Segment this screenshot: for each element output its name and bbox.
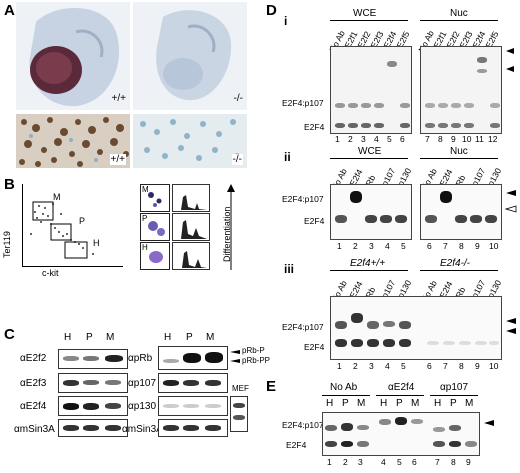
panel-label-c: C bbox=[4, 326, 15, 343]
side-label-m: M bbox=[142, 185, 149, 194]
band-label: E2F4:p107 bbox=[282, 420, 324, 430]
side-label-p: P bbox=[142, 214, 148, 223]
histogram-m bbox=[172, 184, 210, 212]
blot-label: αE2f4 bbox=[20, 401, 47, 412]
cytospin-m: M bbox=[140, 184, 170, 212]
subpanel-label-iii: iii bbox=[284, 262, 295, 276]
group-label: WCE bbox=[358, 146, 382, 157]
x-axis-label: c-kit bbox=[42, 268, 59, 278]
histogram-p bbox=[172, 213, 210, 241]
genotype-label: -/- bbox=[231, 154, 243, 165]
side-label-h: H bbox=[142, 243, 148, 252]
group-label: Nuc bbox=[450, 146, 468, 157]
group-label: E2f4-/- bbox=[440, 258, 471, 269]
blot-p107 bbox=[158, 373, 228, 393]
blot-msin3a-right bbox=[158, 419, 228, 437]
band-label: E2F4:p107 bbox=[282, 322, 324, 332]
lane-m: M bbox=[206, 332, 215, 343]
emsa-gel-ii-nuc bbox=[420, 184, 502, 240]
blot-p130 bbox=[158, 396, 228, 416]
lane-m: M bbox=[106, 332, 115, 343]
gate-label-p: P bbox=[79, 216, 86, 226]
differentiation-label: Differentiation bbox=[222, 206, 232, 262]
emsa-gel-i-nuc bbox=[420, 46, 502, 134]
group-label: αE2f4 bbox=[388, 382, 415, 393]
gate-label-h: H bbox=[93, 238, 100, 248]
panel-label-e: E bbox=[266, 378, 277, 395]
group-label: No Ab bbox=[330, 382, 358, 393]
cytospin-p: P bbox=[140, 213, 170, 241]
differentiation-arrow bbox=[224, 184, 238, 270]
blot-label: αp130 bbox=[128, 401, 157, 412]
flow-cytometry-plot: M P H bbox=[22, 184, 123, 267]
panel-label-a: A bbox=[4, 2, 15, 19]
blot-e2f4 bbox=[58, 396, 128, 416]
blot-label: αE2f2 bbox=[20, 353, 47, 364]
genotype-label: +/+ bbox=[109, 154, 126, 165]
blot-e2f2 bbox=[58, 349, 128, 369]
group-label: WCE bbox=[353, 8, 377, 19]
lane-h: H bbox=[164, 332, 172, 343]
band-label: E2F4:p107 bbox=[282, 98, 324, 108]
blot-label: αmSin3A bbox=[122, 424, 163, 435]
prb-pp-label: pRb-PP bbox=[242, 356, 271, 365]
blot-label: αE2f3 bbox=[20, 378, 47, 389]
band-label: E2F4:p107 bbox=[282, 194, 324, 204]
group-label: E2f4+/+ bbox=[350, 258, 386, 269]
gate-label-m: M bbox=[53, 192, 61, 202]
blot-prb bbox=[158, 346, 228, 370]
liver-section-knockout: -/- bbox=[133, 114, 247, 168]
blot-label: αp107 bbox=[128, 378, 157, 389]
subpanel-label-ii: ii bbox=[284, 150, 291, 164]
emsa-gel-i-wce bbox=[330, 46, 412, 134]
embryo-image-wildtype: +/+ bbox=[16, 2, 130, 110]
blot-msin3a-left bbox=[58, 419, 128, 437]
band-label: E2F4 bbox=[304, 216, 325, 226]
blot-label: αmSin3A bbox=[14, 424, 55, 435]
liver-section-wildtype: +/+ bbox=[16, 114, 130, 168]
band-label: E2F4 bbox=[304, 342, 325, 352]
genotype-label: +/+ bbox=[111, 93, 126, 104]
y-axis-label: Ter119 bbox=[2, 231, 12, 258]
mef-label: MEF bbox=[232, 384, 249, 393]
group-label: αp107 bbox=[440, 382, 469, 393]
cytospin-h: H bbox=[140, 242, 170, 270]
band-label: E2F4 bbox=[286, 440, 307, 450]
lane-p: P bbox=[186, 332, 193, 343]
emsa-gel-e bbox=[322, 412, 480, 456]
emsa-gel-iii bbox=[330, 296, 502, 360]
arrowhead-icon bbox=[506, 48, 514, 72]
blot-e2f3 bbox=[58, 373, 128, 393]
panel-label-b: B bbox=[4, 176, 15, 193]
blot-mef bbox=[230, 396, 248, 432]
panel-label-d: D bbox=[266, 2, 277, 19]
subpanel-label-i: i bbox=[284, 14, 288, 28]
group-label: Nuc bbox=[450, 8, 468, 19]
blot-label: αpRb bbox=[128, 353, 153, 364]
lane-p: P bbox=[86, 332, 93, 343]
emsa-gel-ii-wce bbox=[330, 184, 412, 240]
histogram-h bbox=[172, 242, 210, 270]
band-label: E2F4 bbox=[304, 122, 325, 132]
prb-p-label: pRb-P bbox=[242, 346, 265, 355]
genotype-label: -/- bbox=[233, 93, 243, 104]
embryo-image-knockout: -/- bbox=[133, 2, 247, 110]
lane-h: H bbox=[64, 332, 72, 343]
